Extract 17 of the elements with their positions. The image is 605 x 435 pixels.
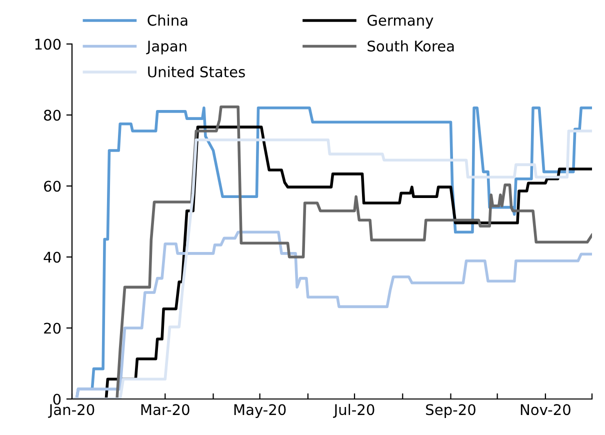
x-tick-label: Nov-20 xyxy=(520,404,570,416)
y-tick-label: 100 xyxy=(35,38,61,50)
legend-label: China xyxy=(148,14,188,26)
y-tick-label: 20 xyxy=(44,322,61,334)
x-tick-label: Jan-20 xyxy=(48,404,94,418)
x-tick-label: Jul-20 xyxy=(333,404,374,418)
y-tick-label: 0 xyxy=(53,394,61,405)
x-tick-label: May-20 xyxy=(234,404,286,418)
y-tick-label: 60 xyxy=(44,180,61,192)
legend-label: Germany xyxy=(367,14,434,29)
x-tick-label: Sep-20 xyxy=(426,404,476,418)
legend-label: United States xyxy=(148,66,245,78)
y-tick-label: 40 xyxy=(44,252,61,263)
legend-label: South Korea xyxy=(368,40,454,52)
legend-label: Japan xyxy=(146,40,186,54)
x-tick-label: Mar-20 xyxy=(141,404,190,416)
y-tick-label: 80 xyxy=(44,110,61,121)
